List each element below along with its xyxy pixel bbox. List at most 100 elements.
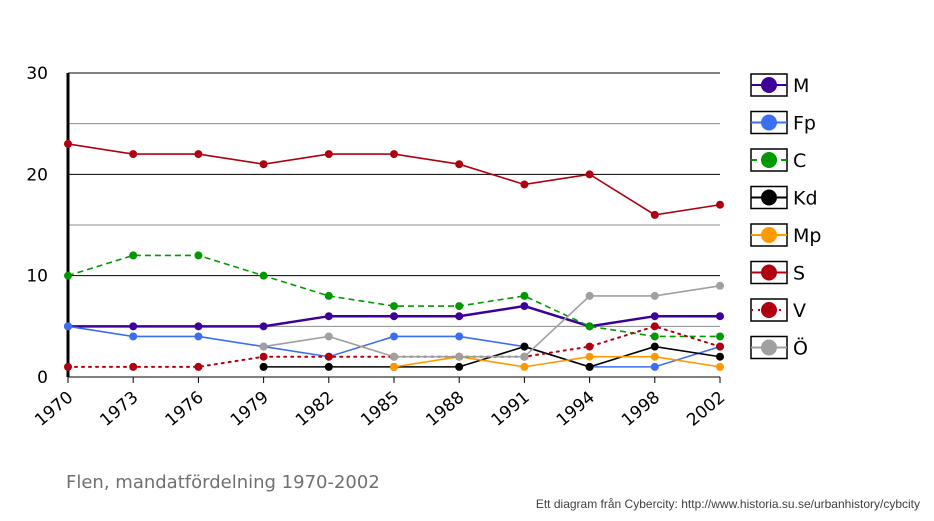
data-point — [650, 352, 659, 361]
x-tick-label: 1988 — [422, 388, 468, 431]
data-point — [455, 312, 464, 321]
data-point — [259, 271, 268, 280]
data-point — [520, 362, 529, 371]
data-point — [390, 302, 398, 311]
legend-label: Kd — [793, 188, 818, 210]
data-point — [64, 362, 72, 371]
x-tick-label: 1979 — [227, 388, 273, 431]
data-point — [390, 362, 398, 371]
data-point — [129, 322, 138, 331]
data-point — [129, 251, 138, 260]
data-point — [650, 312, 659, 321]
data-point — [455, 362, 464, 371]
data-point — [259, 352, 268, 361]
data-point — [129, 332, 138, 341]
x-tick-label: 1985 — [357, 388, 403, 431]
data-point — [129, 150, 138, 159]
data-point — [455, 160, 464, 169]
legend-swatch-marker — [761, 264, 777, 281]
data-point — [194, 251, 203, 260]
data-point — [64, 139, 72, 148]
legend-item-V: V — [750, 298, 806, 322]
series-line — [67, 254, 720, 338]
x-tick-label: 1994 — [553, 388, 599, 431]
legend-label: S — [793, 263, 805, 285]
data-point — [650, 362, 659, 371]
legend-swatch-marker — [761, 152, 777, 168]
data-point — [64, 322, 72, 331]
x-tick-label: 1998 — [618, 388, 664, 431]
data-point — [585, 322, 594, 331]
data-point — [585, 362, 594, 371]
data-point — [324, 291, 333, 300]
data-point — [650, 291, 659, 300]
legend-item-Mp: Mp — [750, 223, 821, 247]
data-point — [194, 332, 203, 341]
data-point — [455, 332, 464, 341]
data-point — [194, 150, 203, 159]
data-point — [324, 332, 333, 341]
data-point — [716, 312, 724, 321]
data-point — [650, 332, 659, 341]
data-point — [390, 352, 398, 361]
data-point — [390, 150, 398, 159]
data-point — [520, 291, 529, 300]
x-tick-label: 1991 — [488, 388, 534, 431]
x-axis-ticks: 1970 1973 1976 1979 1982 1985 1988 1991 1994 1998… — [31, 377, 729, 431]
data-point — [259, 160, 268, 169]
x-tick-label: 1982 — [292, 388, 338, 431]
data-point — [64, 271, 72, 280]
y-tick-label: 30 — [26, 64, 48, 84]
data-point — [520, 352, 529, 361]
data-point — [716, 200, 724, 209]
legend-item-Ö: Ö — [750, 335, 808, 360]
data-point — [520, 180, 529, 189]
y-axis-ticks: 0 10 20 30 — [26, 64, 48, 388]
legend-label: Mp — [793, 225, 821, 247]
data-point — [585, 352, 594, 361]
data-point — [455, 302, 464, 311]
legend-item-M: M — [750, 73, 809, 97]
legend-swatch-marker — [761, 114, 777, 131]
data-point — [650, 322, 659, 331]
data-point — [324, 352, 333, 361]
data-point — [390, 332, 398, 341]
data-point — [650, 210, 659, 219]
series-Ö — [259, 281, 724, 361]
data-point — [716, 332, 724, 341]
legend-label: C — [793, 150, 806, 172]
data-point — [259, 342, 268, 351]
x-tick-label: 1970 — [31, 388, 77, 431]
legend-item-S: S — [750, 260, 805, 285]
y-tick-label: 0 — [37, 368, 48, 388]
legend-swatch-marker — [761, 77, 777, 93]
data-point — [129, 362, 138, 371]
legend-label: V — [793, 300, 806, 322]
legend-item-Kd: Kd — [750, 185, 818, 210]
legend-swatch-marker — [761, 302, 777, 318]
data-point — [520, 302, 529, 311]
data-point — [390, 312, 398, 321]
data-point — [455, 352, 464, 361]
data-point — [324, 362, 333, 371]
legend: M Fp C Kd Mp SVÖ — [750, 73, 821, 360]
data-point — [650, 342, 659, 351]
data-point — [324, 312, 333, 321]
y-tick-label: 10 — [26, 267, 48, 287]
series-line — [67, 325, 721, 368]
x-tick-label: 1976 — [162, 388, 208, 431]
series-S — [64, 139, 724, 219]
series-line — [263, 285, 721, 358]
data-point — [716, 362, 724, 371]
legend-item-C: C — [750, 148, 806, 172]
legend-swatch-marker — [761, 227, 777, 243]
data-point — [259, 322, 268, 331]
legend-label: Ö — [793, 337, 808, 360]
data-point — [716, 342, 724, 351]
data-point — [716, 281, 724, 290]
legend-label: M — [793, 75, 809, 97]
data-point — [585, 291, 594, 300]
data-point — [194, 362, 203, 371]
y-tick-label: 20 — [26, 165, 48, 185]
